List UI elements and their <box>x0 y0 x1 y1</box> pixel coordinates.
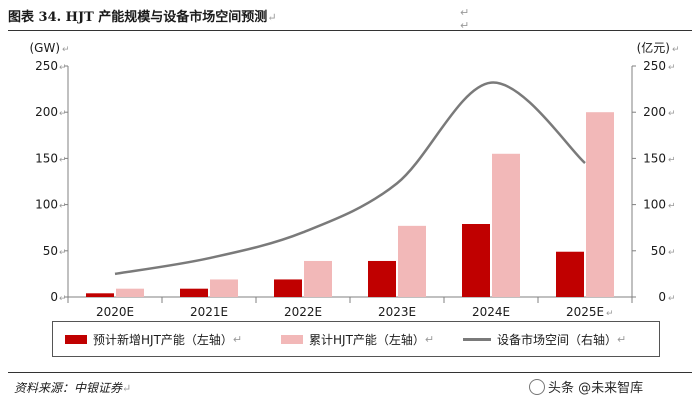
x-axis-tick-label: 2020E <box>96 305 134 319</box>
return-mark: ↵ <box>606 309 614 319</box>
bar-cumulative-capacity <box>304 260 332 297</box>
left-axis-tick-label: 0 <box>50 290 58 304</box>
return-mark: ↵ <box>59 63 67 73</box>
return-mark: ↵ <box>267 11 277 24</box>
legend-swatch-new-capacity <box>65 334 87 344</box>
return-mark: ↵ <box>668 155 676 165</box>
return-mark: ↵ <box>62 45 70 55</box>
x-axis-tick-label: 2021E <box>190 305 228 319</box>
title-rule <box>8 30 692 31</box>
return-mark: ↵ <box>460 6 470 19</box>
bar-cumulative-capacity <box>492 153 520 297</box>
return-mark-top: ↵ ↵ <box>460 6 469 32</box>
source-note: 资料来源：中银证券↵ <box>14 381 132 395</box>
return-mark: ↵ <box>460 19 470 32</box>
return-mark: ↵ <box>59 294 67 304</box>
left-axis-tick-label: 100 <box>35 198 58 212</box>
return-mark: ↵ <box>668 294 676 304</box>
legend-item-new-capacity: 预计新增HJT产能（左轴） ↵ <box>65 322 242 356</box>
x-axis-tick-label: 2022E <box>284 305 322 319</box>
legend: 预计新增HJT产能（左轴） ↵ 累计HJT产能（左轴） ↵ 设备市场空间（右轴）… <box>52 321 660 357</box>
left-axis-tick-label: 250 <box>35 59 58 73</box>
return-mark: ↵ <box>668 202 676 212</box>
right-axis-tick-label: 200 <box>643 105 666 119</box>
footer-rule <box>8 372 692 373</box>
left-axis-unit: (GW) <box>29 41 60 55</box>
chart-title: 图表 34. HJT 产能规模与设备市场空间预测↵ <box>8 10 277 25</box>
return-mark: ↵ <box>617 332 627 346</box>
return-mark: ↵ <box>59 155 67 165</box>
return-mark: ↵ <box>59 202 67 212</box>
bar-cumulative-capacity <box>586 112 614 297</box>
bar-new-capacity <box>368 260 396 297</box>
right-axis-tick-label: 250 <box>643 59 666 73</box>
legend-label-market-space: 设备市场空间（右轴） <box>497 332 618 347</box>
watermark-logo-icon <box>529 379 545 395</box>
return-mark: ↵ <box>59 248 67 258</box>
right-axis-tick-label: 100 <box>643 198 666 212</box>
return-mark: ↵ <box>668 248 676 258</box>
bar-cumulative-capacity <box>398 225 426 297</box>
bar-new-capacity <box>86 293 114 297</box>
return-mark: ↵ <box>122 382 132 395</box>
left-axis-tick-label: 50 <box>43 244 58 258</box>
right-axis-unit: (亿元) <box>637 40 670 55</box>
legend-swatch-cumulative-capacity <box>281 334 303 344</box>
right-axis-tick-label: 0 <box>658 290 666 304</box>
return-mark: ↵ <box>424 332 435 346</box>
return-mark: ↵ <box>232 332 243 346</box>
right-axis-tick-label: 50 <box>651 244 666 258</box>
line-market-space <box>114 81 586 276</box>
return-mark: ↵ <box>59 109 67 119</box>
x-axis-tick-label: 2025E <box>566 305 604 319</box>
right-axis-tick-label: 150 <box>643 151 666 165</box>
legend-swatch-market-space <box>463 337 491 341</box>
left-axis-tick-label: 150 <box>35 151 58 165</box>
watermark: 头条 @未来智库 <box>526 377 643 396</box>
left-axis-tick-label: 200 <box>35 105 58 119</box>
legend-label-cumulative-capacity: 累计HJT产能（左轴） <box>309 332 425 347</box>
bar-new-capacity <box>462 224 490 297</box>
return-mark: ↵ <box>672 45 680 55</box>
return-mark: ↵ <box>668 109 676 119</box>
x-axis-tick-label: 2023E <box>378 305 416 319</box>
legend-item-cumulative-capacity: 累计HJT产能（左轴） ↵ <box>281 322 434 356</box>
legend-item-market-space: 设备市场空间（右轴） ↵ <box>463 322 626 356</box>
legend-label-new-capacity: 预计新增HJT产能（左轴） <box>93 332 233 347</box>
bar-cumulative-capacity <box>116 288 144 297</box>
bar-new-capacity <box>274 279 302 297</box>
bar-new-capacity <box>556 251 584 297</box>
bar-new-capacity <box>180 288 208 297</box>
bar-cumulative-capacity <box>210 279 238 297</box>
x-axis-tick-label: 2024E <box>472 305 510 319</box>
return-mark: ↵ <box>668 63 676 73</box>
